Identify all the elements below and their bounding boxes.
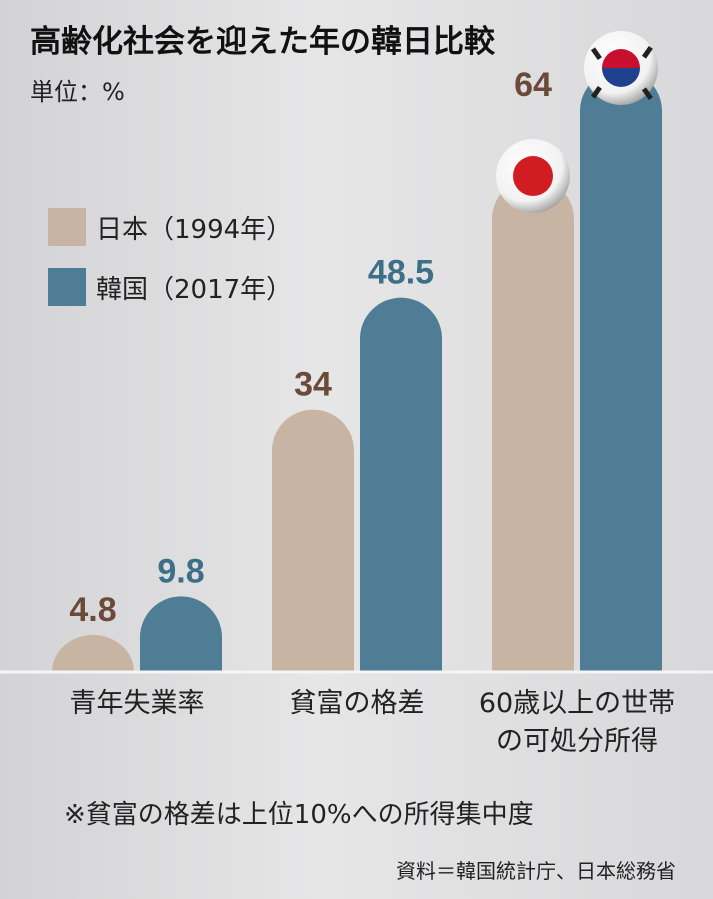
- value-label-japan-wealth-gap: 34: [294, 366, 332, 404]
- unit-label: 単位：%: [30, 78, 125, 106]
- category-label-elderly-income-line2: の可処分所得: [496, 726, 658, 757]
- bar-japan-youth-unemployment: [52, 634, 134, 672]
- category-label-youth-unemployment: 青年失業率: [70, 688, 205, 719]
- legend: 日本（1994年） 韓国（2017年）: [48, 208, 292, 306]
- korea-flag-icon: [584, 31, 658, 105]
- legend-label-korea: 韓国（2017年）: [96, 275, 292, 305]
- legend-swatch-korea: [48, 268, 86, 306]
- bar-korea-elderly-income: [580, 70, 662, 672]
- japan-flag-icon: [496, 139, 570, 214]
- source-note: 資料＝韓国統計庁、日本総務省: [396, 859, 676, 883]
- footnote: ※貧富の格差は上位10%への所得集中度: [64, 800, 534, 830]
- legend-swatch-japan: [48, 208, 86, 246]
- value-label-korea-youth-unemployment: 9.8: [157, 552, 204, 590]
- chart-title: 高齢化社会を迎えた年の韓日比較: [30, 24, 496, 60]
- bar-japan-wealth-gap: [272, 409, 354, 672]
- legend-label-japan: 日本（1994年）: [96, 215, 292, 245]
- bar-korea-wealth-gap: [360, 297, 442, 672]
- value-label-japan-youth-unemployment: 4.8: [69, 591, 116, 629]
- category-label-wealth-gap: 貧富の格差: [290, 688, 425, 719]
- value-label-japan-elderly-income: 64: [514, 66, 552, 104]
- value-label-korea-wealth-gap: 48.5: [368, 254, 434, 292]
- bar-japan-elderly-income: [492, 178, 574, 672]
- bar-korea-youth-unemployment: [140, 596, 222, 672]
- category-label-elderly-income-line1: 60歳以上の世帯: [479, 688, 675, 719]
- flags: [496, 31, 658, 214]
